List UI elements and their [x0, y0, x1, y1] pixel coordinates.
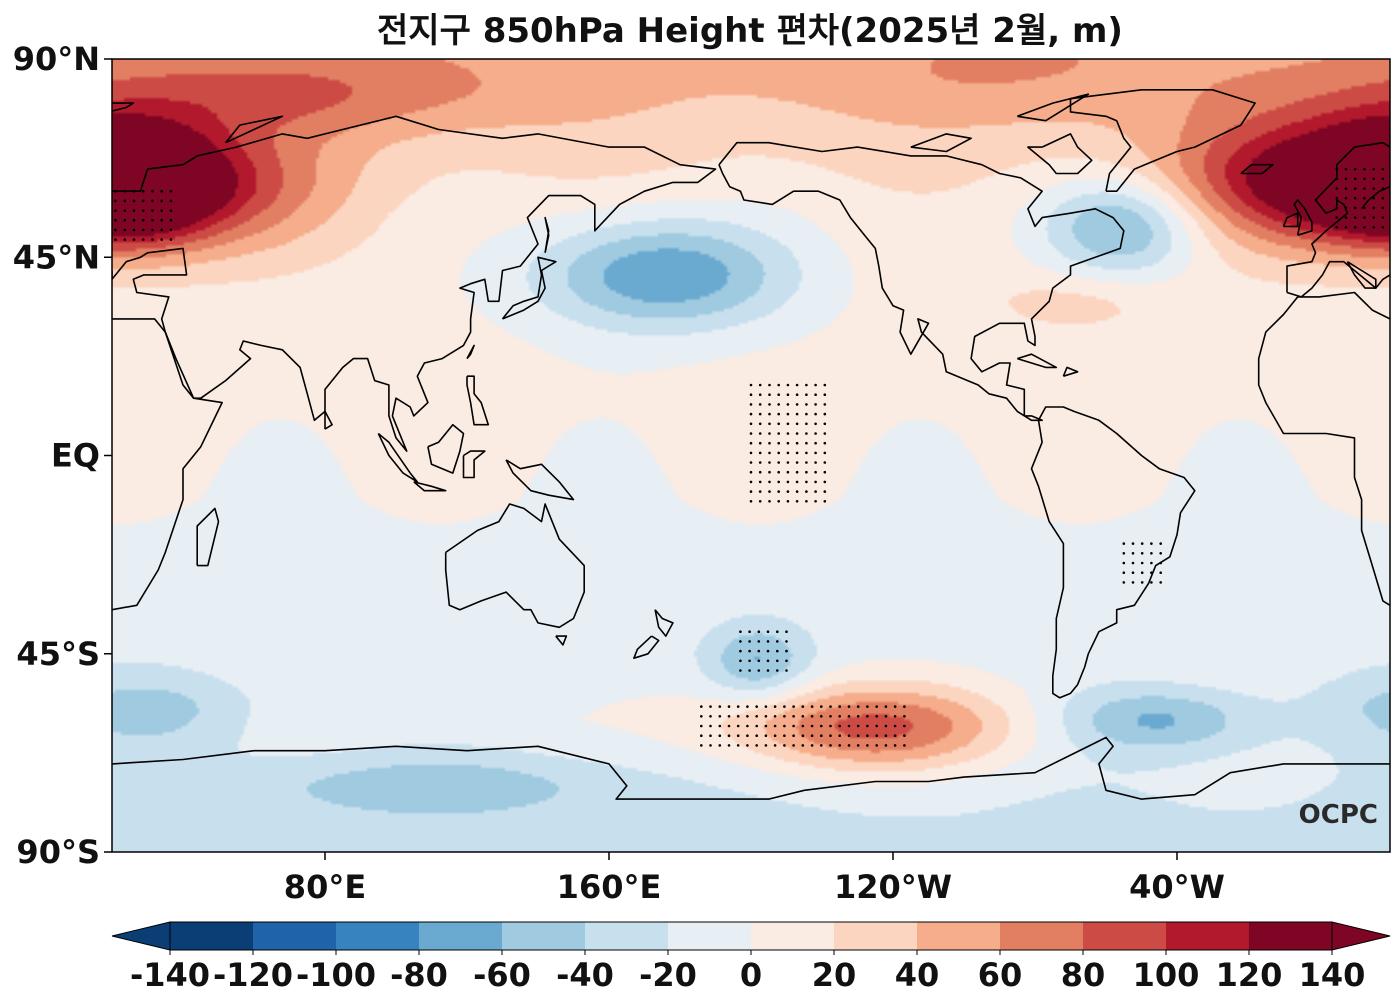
coastline-segment: [505, 459, 575, 501]
colorbar-label: -140: [130, 956, 210, 994]
map-area: OCPC: [112, 59, 1390, 852]
colorbar-bin: [751, 922, 835, 950]
coastline-segment: [555, 635, 568, 646]
lat-tick-label: 90°N: [13, 40, 100, 78]
coastline-segment: [462, 450, 486, 479]
coastline-segment: [1017, 93, 1090, 122]
coastline-segment: [544, 216, 550, 253]
coastline-segment: [1027, 133, 1093, 175]
coastlines: [112, 89, 1390, 800]
colorbar-bin: [336, 922, 420, 950]
map-title: 전지구 850hPa Height 편차(2025년 2월, m): [377, 11, 1123, 51]
coastline-segment: [427, 423, 465, 474]
significance-region: [739, 630, 788, 672]
significance-region: [749, 383, 827, 503]
colorbar-label: 20: [812, 956, 857, 994]
coastline-segment: [1240, 163, 1274, 175]
coastline-segment: [413, 481, 447, 492]
coastline-segment: [501, 256, 557, 320]
colorbar: -140 -120 -100 -80 -60 -40 -20 0 20 40 60 80 100 120 1…: [111, 921, 1391, 994]
colorbar-bin: [253, 922, 337, 950]
colorbar-label: 80: [1061, 956, 1106, 994]
coastline-segment: [1286, 260, 1390, 298]
colorbar-label: -120: [213, 956, 293, 994]
coastline-segment: [1293, 199, 1313, 236]
colorbar-label: -100: [296, 956, 376, 994]
lon-tick-label: 80°E: [284, 868, 366, 906]
colorbar-bin: [1000, 922, 1084, 950]
lat-tick-label: 45°S: [16, 635, 100, 673]
coastline-segment: [1286, 141, 1390, 293]
colorbar-extend-high: [1331, 921, 1391, 951]
colorbar-label: 0: [740, 956, 762, 994]
coastline-segment: [196, 507, 220, 567]
coastline-segment: [633, 635, 660, 659]
coastline-segment: [324, 410, 333, 430]
colorbar-bin: [834, 922, 918, 950]
lat-tick-label: 45°N: [13, 238, 100, 276]
longitude-ticks: 80°E 160°E 120°W 40°W: [284, 852, 1225, 906]
coastline-segment: [1257, 296, 1390, 606]
colorbar-label: 100: [1133, 956, 1200, 994]
coastline-segment: [112, 115, 717, 452]
colorbar-label: 120: [1216, 956, 1283, 994]
coastline-segment: [444, 503, 585, 629]
coastline-segment: [718, 141, 1125, 422]
coastline-segment: [1360, 186, 1390, 210]
colorbar-label: 60: [978, 956, 1023, 994]
coastline-segment: [1017, 353, 1058, 369]
colorbar-label: 40: [895, 956, 940, 994]
coastline-segment: [1282, 212, 1299, 228]
coastline-segment: [466, 375, 490, 426]
coastline-segment: [112, 736, 1390, 800]
anomaly-field: [112, 59, 1390, 852]
colorbar-extend-low: [111, 921, 171, 951]
coastline-segment: [1069, 89, 1256, 192]
colorbar-bin: [585, 922, 669, 950]
ocpc-logo-text: OCPC: [1299, 800, 1378, 830]
coastline-segment: [1297, 291, 1390, 320]
colorbar-label: -40: [556, 956, 614, 994]
coastline-segment: [1346, 261, 1377, 289]
lat-tick-label: EQ: [51, 437, 100, 475]
significance-dots: [114, 167, 1385, 747]
latitude-ticks: 90°N 45°N EQ 45°S 90°S: [13, 40, 112, 871]
significance-region: [1122, 542, 1162, 584]
colorbar-bin: [917, 922, 1001, 950]
significance-region: [700, 705, 906, 747]
colorbar-bin: [502, 922, 586, 950]
coastline-segment: [112, 318, 223, 611]
coastline-segment: [112, 102, 135, 112]
colorbar-bin: [1249, 922, 1333, 950]
coastline-segment: [466, 344, 475, 360]
lon-tick-label: 40°W: [1129, 868, 1225, 906]
lon-tick-label: 120°W: [834, 868, 952, 906]
coastline-segment: [377, 432, 419, 483]
colorbar-bin: [419, 922, 503, 950]
colorbar-bin: [1166, 922, 1250, 950]
colorbar-label: -80: [390, 956, 448, 994]
coastline-segment: [1062, 366, 1079, 377]
lon-tick-label: 160°E: [557, 868, 662, 906]
colorbar-bin: [1083, 922, 1167, 950]
colorbar-label: -60: [473, 956, 531, 994]
lat-tick-label: 90°S: [16, 833, 100, 871]
coastline-segment: [910, 133, 972, 153]
colorbar-label: -20: [639, 956, 697, 994]
colorbar-bin: [170, 922, 254, 950]
colorbar-label: 140: [1299, 956, 1366, 994]
coastline-segment: [654, 609, 674, 637]
coastline-segment: [224, 115, 284, 144]
coastline-segment: [1030, 406, 1196, 699]
colorbar-bin: [668, 922, 752, 950]
